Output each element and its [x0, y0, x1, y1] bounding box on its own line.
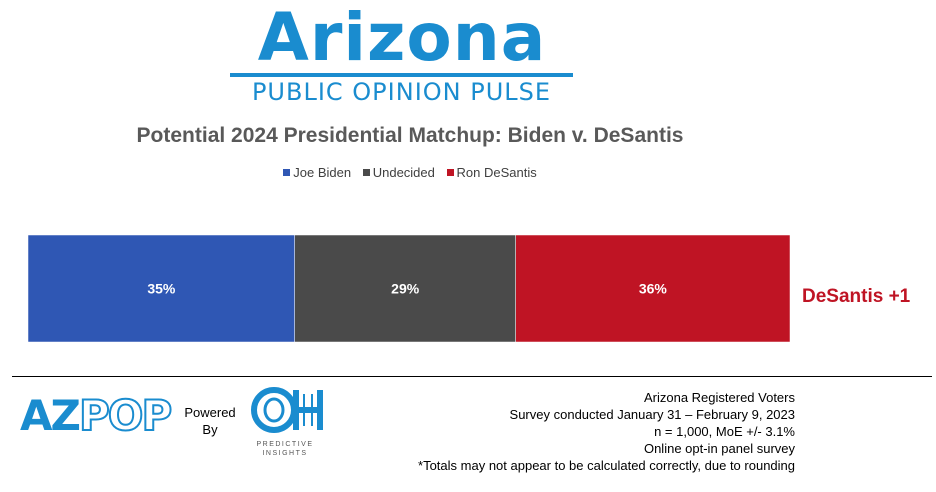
survey-note-5: *Totals may not appear to be calculated …: [418, 458, 795, 473]
powered-by-line-2: By: [202, 422, 218, 437]
bar-segment-2: [515, 234, 791, 343]
logo-subtitle: PUBLIC OPINION PULSE: [251, 78, 552, 106]
legend-label-biden: Joe Biden: [293, 165, 352, 180]
oh-predictive-insights-logo: PREDICTIVE INSIGHTS: [251, 387, 323, 457]
bar-label-0: 35%: [147, 281, 176, 297]
logo-rule: [230, 73, 573, 77]
azpop-logo-pop: POP: [78, 391, 173, 440]
oh-caption-line-1: PREDICTIVE: [256, 441, 313, 448]
survey-notes: Arizona Registered Voters Survey conduct…: [418, 389, 795, 474]
survey-note-4: Online opt-in panel survey: [643, 441, 795, 456]
bar-segment-0: [27, 234, 295, 343]
survey-note-2: Survey conducted January 31 – February 9…: [509, 407, 795, 422]
legend-swatch-biden: [283, 169, 291, 176]
oh-logo-mark: [251, 387, 323, 433]
survey-note-1: Arizona Registered Voters: [643, 390, 795, 405]
legend-swatch-desantis: [446, 169, 454, 176]
legend-item-biden: Joe Biden: [283, 165, 351, 180]
legend-label-undecided: Undecided: [372, 165, 435, 180]
footer-divider: [12, 376, 932, 377]
oh-caption-line-2: INSIGHTS: [262, 450, 307, 457]
chart-title: Potential 2024 Presidential Matchup: Bid…: [136, 124, 684, 147]
powered-by-line-1: Powered: [184, 405, 236, 420]
bar-segment-1: [294, 234, 516, 343]
legend-item-undecided: Undecided: [362, 165, 435, 180]
legend-label-desantis: Ron DeSantis: [456, 165, 537, 180]
bar-label-1: 29%: [391, 281, 420, 297]
legend-swatch-undecided: [362, 169, 370, 176]
bar-label-2: 36%: [639, 281, 668, 297]
azpop-logo-az: AZ: [20, 391, 81, 440]
azpop-logo: AZPOP: [20, 391, 173, 440]
legend-item-desantis: Ron DeSantis: [446, 165, 537, 180]
margin-annotation: DeSantis +1: [802, 286, 911, 307]
survey-note-3: n = 1,000, MoE +/- 3.1%: [654, 424, 795, 439]
logo-title: Arizona: [257, 0, 547, 76]
chart-legend: Joe Biden Undecided Ron DeSantis: [0, 164, 820, 180]
powered-by: Powered By: [178, 404, 242, 438]
